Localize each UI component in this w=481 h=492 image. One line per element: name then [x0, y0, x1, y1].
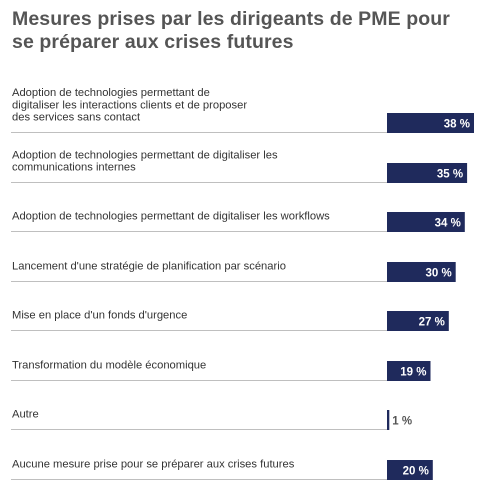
category-label: des services sans contact — [12, 112, 141, 124]
category-label: Lancement d'une stratégie de planificati… — [12, 261, 286, 273]
value-label: 30 % — [425, 268, 451, 280]
value-label: 38 % — [444, 119, 470, 131]
bar — [387, 212, 465, 232]
bar — [387, 410, 390, 430]
value-label: 35 % — [437, 169, 463, 181]
category-label: Adoption de technologies permettant de d… — [12, 149, 278, 161]
category-label: Autre — [12, 409, 39, 421]
value-label: 1 % — [392, 416, 412, 428]
value-label: 34 % — [435, 218, 461, 230]
category-label: Transformation du modèle économique — [12, 360, 206, 372]
chart-title: Mesures prises par les dirigeants de PME… — [12, 8, 450, 53]
bar — [387, 460, 433, 480]
bar — [387, 113, 474, 133]
bar — [387, 262, 456, 282]
category-label: Adoption de technologies permettant de d… — [12, 211, 330, 223]
category-label: digitaliser les interactions clients et … — [12, 99, 247, 111]
category-label: Mise en place d'un fonds d'urgence — [12, 310, 187, 322]
bar — [387, 311, 449, 331]
bar — [387, 361, 431, 381]
category-label: communications internes — [12, 162, 136, 174]
value-label: 27 % — [419, 317, 445, 329]
category-label: Aucune mesure prise pour se préparer aux… — [12, 459, 295, 471]
category-label: Adoption de technologies permettant de — [12, 87, 210, 99]
value-label: 19 % — [400, 367, 426, 379]
value-label: 20 % — [403, 466, 429, 478]
bar — [387, 163, 468, 183]
